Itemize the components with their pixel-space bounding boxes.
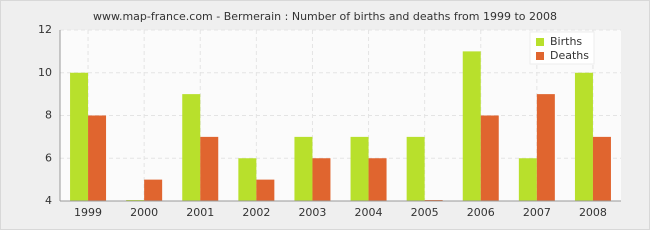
bar (368, 158, 387, 201)
chart-title: www.map-france.com - Bermerain : Number … (93, 10, 557, 23)
bar (70, 72, 89, 201)
bar (592, 136, 611, 201)
x-tick-label: 2006 (467, 206, 495, 219)
bar (406, 136, 425, 201)
bar (256, 179, 275, 201)
y-tick-label: 8 (45, 109, 52, 122)
x-tick-label: 2008 (579, 206, 607, 219)
bar (88, 115, 107, 201)
bar (574, 72, 593, 201)
bar (518, 158, 537, 201)
y-tick-label: 4 (45, 194, 52, 207)
bar (200, 136, 219, 201)
bar (350, 136, 369, 201)
bar (238, 158, 257, 201)
legend-swatch (536, 52, 544, 60)
y-tick-label: 10 (38, 66, 52, 79)
bar (462, 51, 481, 201)
x-tick-label: 2004 (355, 206, 383, 219)
bar (144, 179, 163, 201)
y-tick-label: 12 (38, 23, 52, 36)
x-tick-label: 2000 (130, 206, 158, 219)
legend-label: Deaths (550, 49, 589, 62)
x-tick-label: 2007 (523, 206, 551, 219)
bar (536, 94, 555, 201)
bar (480, 115, 499, 201)
x-tick-label: 2003 (298, 206, 326, 219)
x-tick-label: 1999 (74, 206, 102, 219)
y-tick-label: 6 (45, 151, 52, 164)
x-tick-label: 2001 (186, 206, 214, 219)
bar (294, 136, 313, 201)
legend-label: Births (550, 35, 582, 48)
legend-swatch (536, 38, 544, 46)
x-tick-label: 2002 (242, 206, 270, 219)
bar (182, 94, 201, 201)
x-tick-label: 2005 (411, 206, 439, 219)
bar (312, 158, 331, 201)
chart: www.map-france.com - Bermerain : Number … (0, 0, 650, 230)
